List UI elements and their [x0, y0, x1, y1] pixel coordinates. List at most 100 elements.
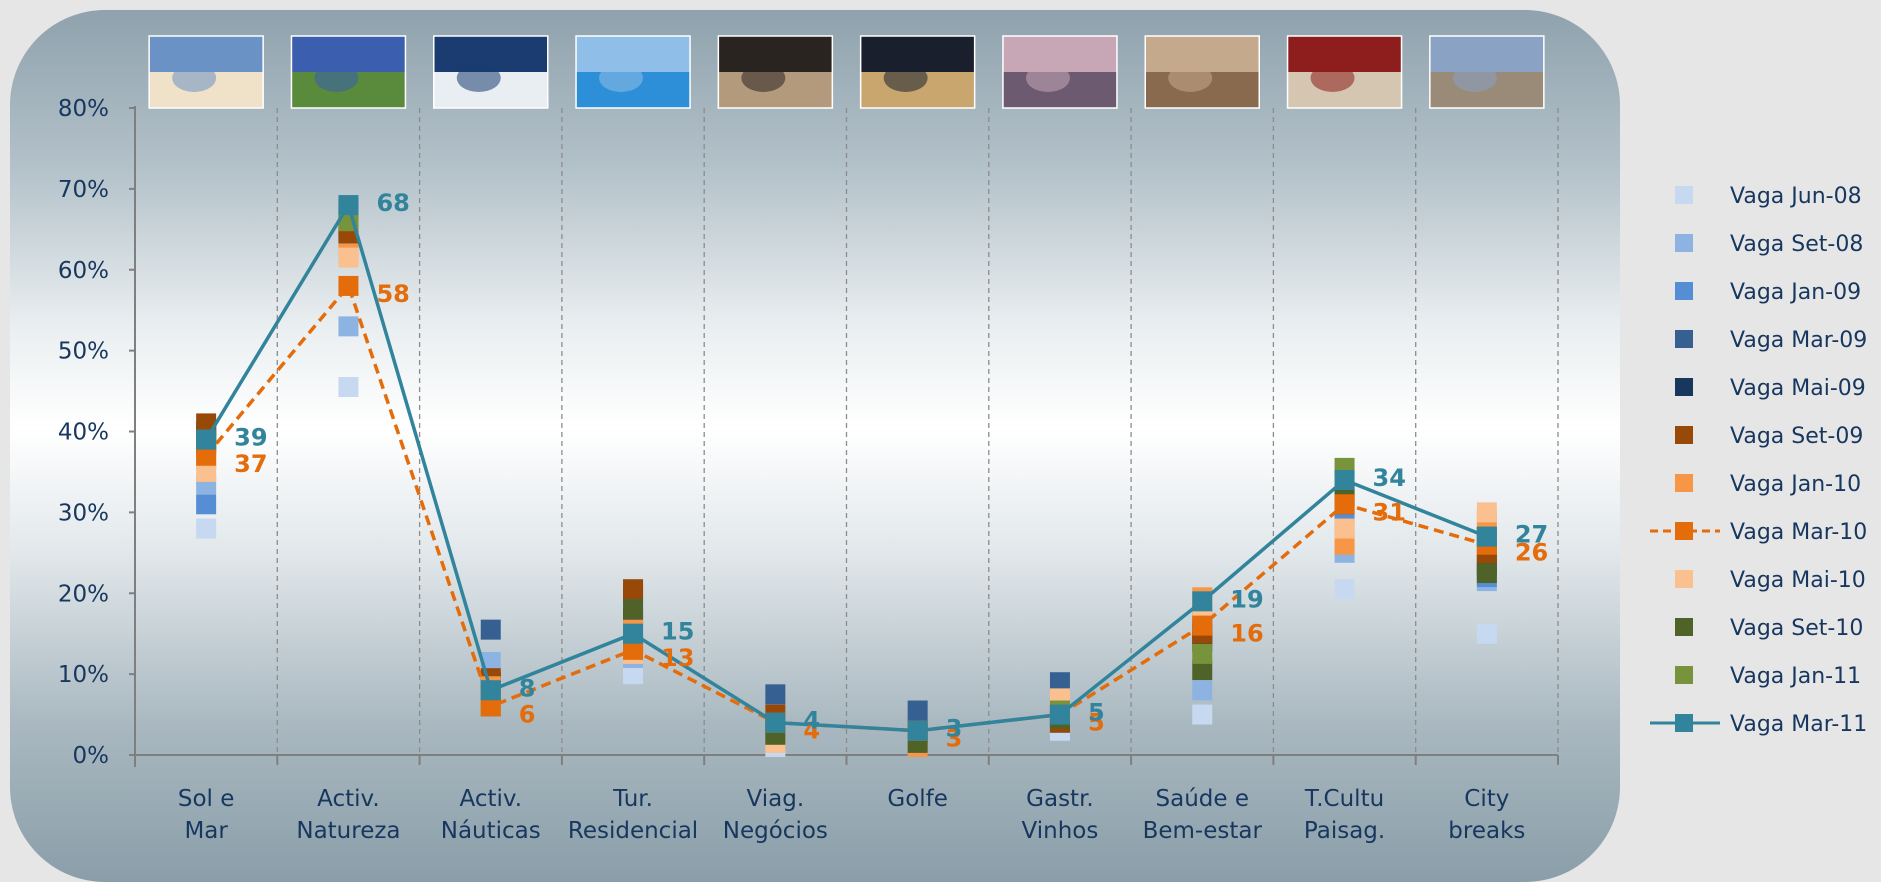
- legend-label: Vaga Jan-11: [1730, 664, 1862, 689]
- legend-item-vaga-set-09: Vaga Set-09: [1650, 420, 1881, 450]
- x-tick-label: Golfe: [887, 786, 948, 812]
- y-tick-label: 50%: [58, 339, 109, 365]
- data-point: [1334, 518, 1355, 539]
- legend-label: Vaga Mar-11: [1730, 712, 1868, 737]
- data-point: [1476, 623, 1497, 644]
- x-tick-label: Tur. Residencial: [568, 786, 698, 844]
- data-point: [907, 720, 928, 741]
- legend-symbol: [1675, 618, 1693, 636]
- spa-massage-photo-frame: [1144, 35, 1260, 109]
- data-point: [338, 275, 359, 296]
- legend-marker: [1675, 666, 1693, 684]
- data-label: 34: [1373, 464, 1406, 492]
- legend-symbol: [1675, 330, 1693, 348]
- data-point: [1476, 502, 1497, 523]
- y-tick-label: 0%: [73, 743, 110, 769]
- data-point: [623, 664, 644, 685]
- tourists-map-photo: [1286, 35, 1403, 109]
- data-point: [338, 247, 359, 268]
- chef-terrace-photo-shape: [1025, 64, 1070, 92]
- tourists-map-photo-top: [1287, 36, 1402, 72]
- data-label: 31: [1373, 498, 1406, 526]
- data-label: 26: [1515, 539, 1548, 567]
- y-tick-label: 20%: [58, 581, 109, 607]
- legend-marker: [1675, 378, 1693, 396]
- house-pool-photo-frame: [575, 35, 691, 109]
- data-label: 58: [376, 280, 409, 308]
- beach-family-photo-shape: [172, 64, 217, 92]
- x-tick-label: Activ. Natureza: [296, 786, 400, 844]
- data-point: [196, 445, 217, 466]
- legend-marker: [1675, 570, 1693, 588]
- x-tick-label: T.Cultu Paisag.: [1304, 786, 1385, 844]
- legend-label: Vaga Set-10: [1730, 616, 1864, 641]
- spa-massage-photo-top: [1145, 36, 1260, 72]
- legend-label: Vaga Set-09: [1730, 424, 1864, 449]
- data-label: 13: [661, 644, 694, 672]
- data-label: 6: [519, 700, 536, 728]
- business-meeting-photo-shape: [741, 64, 786, 92]
- data-point: [623, 599, 644, 620]
- data-label: 5: [1088, 699, 1105, 727]
- series-vaga-mar-11: [196, 195, 1497, 741]
- legend-marker: [1675, 282, 1693, 300]
- data-point: [1049, 672, 1070, 693]
- beach-family-photo: [148, 35, 264, 109]
- beach-family-photo-top: [149, 36, 264, 72]
- legend-symbol: [1675, 186, 1693, 204]
- legend-item-vaga-set-08: Vaga Set-08: [1650, 228, 1881, 258]
- legend-symbol: [1675, 282, 1693, 300]
- house-pool-photo-top: [576, 36, 691, 72]
- data-point: [1476, 526, 1497, 547]
- legend-marker: [1675, 234, 1693, 252]
- x-tick-label: Saúde e Bem-estar: [1143, 786, 1263, 844]
- x-tick-label: Sol e Mar: [178, 786, 235, 844]
- data-point: [338, 316, 359, 337]
- city-square-photo-frame: [1429, 35, 1545, 109]
- data-label: 15: [661, 618, 694, 646]
- data-point: [1192, 660, 1213, 681]
- green-landscape-photo-frame: [290, 35, 407, 109]
- legend-item-vaga-jun-08: Vaga Jun-08: [1650, 180, 1881, 210]
- y-tick-label: 60%: [58, 258, 109, 284]
- data-point: [1192, 704, 1213, 725]
- beach-family-photo-frame: [148, 35, 264, 109]
- data-point: [196, 429, 217, 450]
- legend-marker: [1675, 522, 1693, 540]
- city-square-photo-shape: [1452, 64, 1497, 92]
- data-point: [1334, 494, 1355, 515]
- tourists-map-photo-frame: [1286, 35, 1403, 109]
- data-point: [623, 579, 644, 600]
- legend-marker: [1675, 618, 1693, 636]
- data-point: [480, 651, 501, 672]
- y-tick-label: 40%: [58, 420, 109, 446]
- legend-label: Vaga Mai-10: [1730, 568, 1866, 593]
- sailing-boat-photo-top: [433, 36, 548, 72]
- legend-label: Vaga Mai-09: [1730, 376, 1866, 401]
- legend-item-vaga-mar-09: Vaga Mar-09: [1650, 324, 1881, 354]
- legend-item-vaga-mai-10: Vaga Mai-10: [1650, 564, 1881, 594]
- x-tick-label: City breaks: [1448, 786, 1525, 844]
- golf-players-photo-frame: [859, 35, 976, 109]
- legend-label: Vaga Mar-10: [1730, 520, 1868, 545]
- series-line: [204, 200, 1488, 733]
- legend-marker: [1675, 330, 1693, 348]
- x-tick-label: Gastr. Vinhos: [1022, 786, 1099, 844]
- legend-item-vaga-jan-10: Vaga Jan-10: [1650, 468, 1881, 498]
- legend-item-vaga-mai-09: Vaga Mai-09: [1650, 372, 1881, 402]
- legend-marker: [1675, 426, 1693, 444]
- house-pool-photo-shape: [599, 64, 644, 92]
- city-square-photo-top: [1429, 36, 1544, 72]
- house-pool-photo: [575, 35, 691, 109]
- data-point: [480, 619, 501, 640]
- data-label: 8: [519, 674, 536, 702]
- legend-marker: [1675, 474, 1693, 492]
- legend-item-vaga-jan-11: Vaga Jan-11: [1650, 660, 1881, 690]
- legend-label: Vaga Jun-08: [1730, 184, 1862, 209]
- data-point: [765, 712, 786, 733]
- green-landscape-photo-shape: [314, 64, 359, 92]
- legend-symbol: [1675, 234, 1693, 252]
- data-point: [765, 684, 786, 705]
- legend-symbol: [1675, 570, 1693, 588]
- data-point: [480, 680, 501, 701]
